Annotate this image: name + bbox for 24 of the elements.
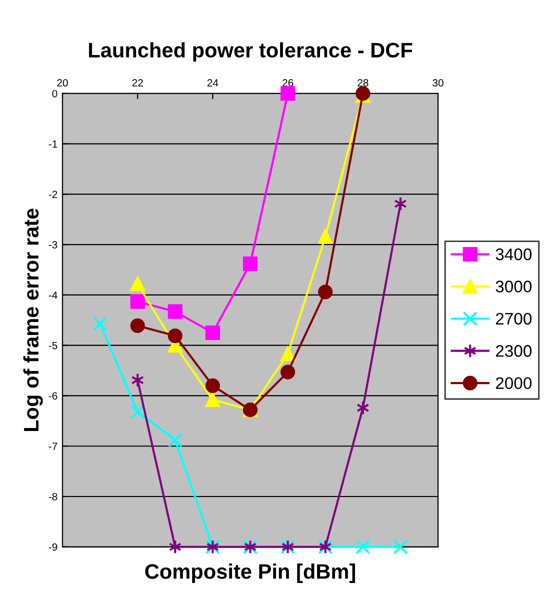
legend-label: 3000 (496, 280, 532, 292)
y-tick-label: -8 (48, 493, 58, 500)
y-axis-title: Log of frame error rate (23, 208, 43, 432)
legend-label: 2300 (496, 345, 532, 357)
x-tick-label: 30 (432, 79, 444, 87)
x-axis-title: Composite Pin [dBm] (145, 564, 355, 583)
y-tick-label: -9 (48, 543, 58, 551)
y-tick-label: -7 (48, 442, 58, 450)
y-tick-label: -3 (48, 241, 58, 248)
chart-title: Launched power tolerance - DCF (89, 42, 412, 62)
legend-label: 2700 (496, 312, 532, 325)
y-tick-label: -4 (48, 292, 58, 299)
legend-label: 2000 (496, 377, 532, 390)
y-tick-label: -6 (48, 392, 58, 400)
y-tick-label: -2 (48, 190, 58, 198)
y-tick-label: 0 (52, 90, 58, 98)
x-tick-label: 22 (132, 79, 143, 86)
x-tick-label: 24 (207, 79, 218, 86)
x-tick-label: 20 (57, 79, 68, 87)
legend-label: 3400 (496, 248, 532, 260)
y-tick-label: -1 (48, 140, 58, 148)
x-tick-label: 28 (358, 79, 368, 87)
y-tick-label: -5 (48, 342, 58, 350)
x-tick-label: 26 (282, 79, 294, 87)
